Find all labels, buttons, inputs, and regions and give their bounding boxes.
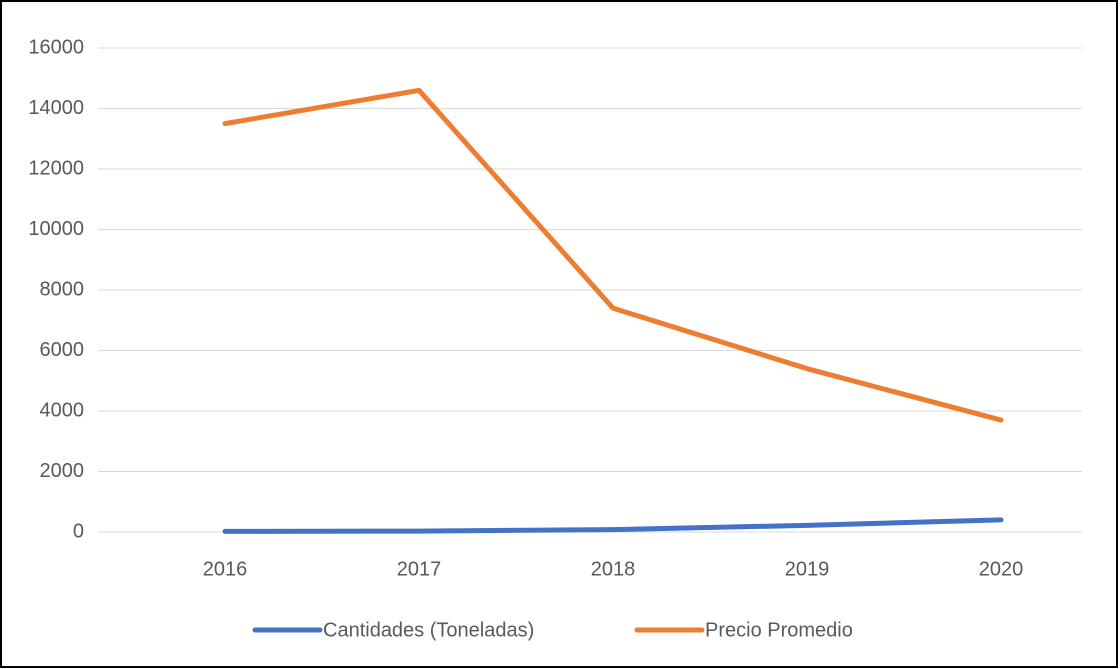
series-line [222,517,1004,534]
y-tick-label: 6000 [40,339,85,361]
x-tick-label: 2020 [979,558,1024,580]
x-tick-label: 2018 [591,558,636,580]
x-tick-label: 2019 [785,558,830,580]
y-tick-label: 10000 [28,218,84,240]
y-tick-label: 4000 [40,399,85,421]
series-line [222,87,1004,423]
y-tick-label: 14000 [28,97,84,119]
y-tick-label: 8000 [40,278,85,300]
x-tick-label: 2016 [203,558,248,580]
y-tick-label: 16000 [28,36,84,58]
y-tick-label: 2000 [40,460,85,482]
legend-label: Precio Promedio [705,619,853,641]
legend-label: Cantidades (Toneladas) [323,619,534,641]
x-tick-label: 2017 [397,558,442,580]
y-tick-label: 12000 [28,157,84,179]
y-tick-label: 0 [73,520,84,542]
